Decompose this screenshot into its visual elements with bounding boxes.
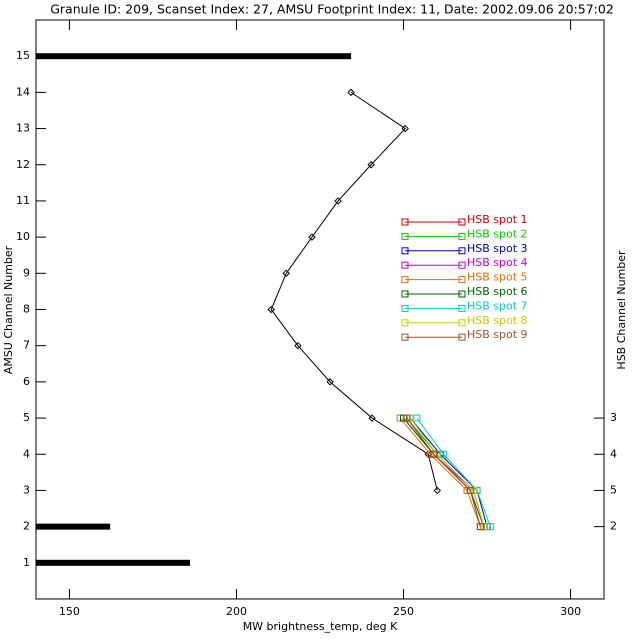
legend-marker (458, 261, 466, 269)
y-tick-label: 13 (16, 122, 30, 135)
point (433, 486, 441, 495)
legend-label: HSB spot 7 (467, 299, 528, 312)
legend-marker (458, 247, 466, 255)
x-axis-label: MW brightness_temp, deg K (243, 620, 398, 633)
series-line (409, 417, 488, 527)
chart-title: Granule ID: 209, Scanset Index: 27, AMSU… (50, 2, 614, 17)
legend-marker (401, 247, 409, 255)
legend-label: HSB spot 1 (467, 213, 528, 226)
point (368, 414, 376, 422)
y-tick-label: 10 (16, 230, 30, 243)
legend-label: HSB spot 6 (467, 285, 528, 298)
y2-axis-label: HSB Channel Number (615, 250, 628, 370)
y-tick-label: 9 (23, 266, 30, 279)
point (367, 161, 375, 169)
series-line (406, 417, 481, 527)
y-tick-label: 6 (23, 375, 30, 388)
point (308, 233, 316, 241)
series-line (409, 417, 485, 527)
y2-tick-label: 3 (610, 411, 617, 424)
point (430, 450, 438, 458)
x-tick-label: 300 (560, 605, 581, 618)
legend-label: HSB spot 8 (467, 314, 528, 327)
y-tick-label: 5 (23, 411, 30, 424)
y2-tick-label: 5 (610, 483, 617, 496)
legend-marker (458, 276, 466, 284)
y-tick-label: 12 (16, 158, 30, 171)
legend-marker (401, 290, 409, 298)
legend-label: HSB spot 3 (467, 242, 528, 255)
point (440, 450, 448, 458)
point (476, 523, 484, 531)
y-tick-label: 3 (23, 483, 30, 496)
series-line (416, 417, 491, 527)
bar (36, 53, 352, 60)
legend-marker (401, 276, 409, 284)
y-tick-label: 8 (23, 303, 30, 316)
legend-marker (401, 319, 409, 327)
legend-marker (458, 304, 466, 312)
legend-marker (458, 232, 466, 240)
x-tick-label: 250 (393, 605, 414, 618)
series-line (403, 417, 481, 527)
legend-marker (401, 218, 409, 226)
legend-marker (401, 261, 409, 269)
y-tick-label: 15 (16, 49, 30, 62)
y-axis-label: AMSU Channel Number (2, 245, 15, 374)
y-tick-label: 4 (23, 447, 30, 460)
legend-marker (458, 333, 466, 341)
legend-label: HSB spot 9 (467, 328, 528, 341)
point (466, 486, 474, 494)
point (347, 88, 355, 97)
legend-label: HSB spot 2 (467, 227, 528, 240)
legend-marker (401, 232, 409, 240)
y-tick-label: 11 (16, 194, 30, 207)
point (413, 414, 421, 422)
x-tick-label: 200 (226, 605, 247, 618)
series-line (270, 91, 438, 491)
bar (36, 523, 111, 530)
y-tick-label: 2 (23, 520, 30, 533)
y2-tick-label: 2 (610, 520, 617, 533)
point (486, 523, 494, 531)
point (326, 378, 334, 386)
legend-marker (401, 333, 409, 341)
point (334, 197, 342, 205)
legend-label: HSB spot 4 (467, 256, 528, 269)
series-line (403, 417, 485, 527)
y-tick-label: 1 (23, 556, 30, 569)
series-line (399, 417, 481, 527)
point (267, 305, 275, 314)
y2-tick-label: 4 (610, 447, 617, 460)
point (401, 124, 409, 133)
legend-label: HSB spot 5 (467, 271, 528, 284)
bar (36, 559, 191, 566)
x-tick-label: 150 (59, 605, 80, 618)
point (403, 414, 411, 422)
y-tick-label: 14 (16, 85, 30, 98)
legend-marker (458, 319, 466, 327)
y-tick-label: 7 (23, 339, 30, 352)
legend-marker (401, 304, 409, 312)
point (282, 269, 290, 278)
legend-marker (458, 290, 466, 298)
legend-marker (458, 218, 466, 226)
point (294, 341, 302, 350)
